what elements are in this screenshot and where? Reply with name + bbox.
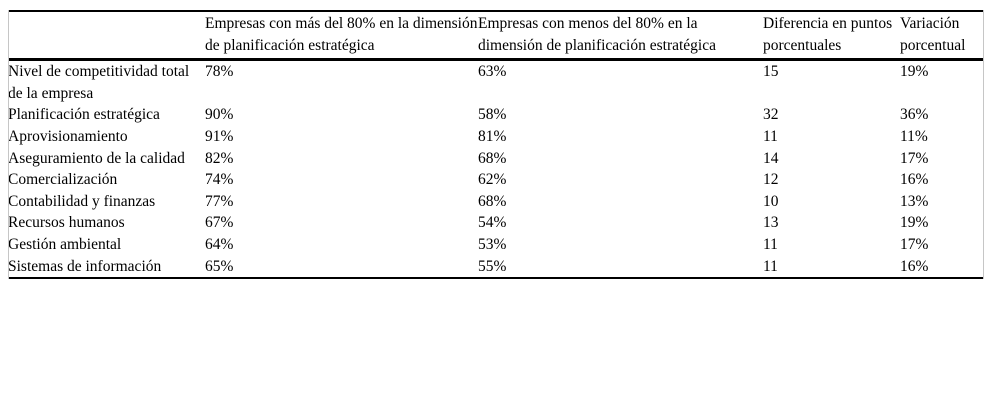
cell-variacion: 11%: [900, 127, 928, 145]
cell-mas-80: 90%: [205, 106, 234, 124]
cell-diferencia: 11: [763, 257, 778, 275]
column-header-empty: [8, 11, 205, 62]
cell-menos-80: 68%: [478, 192, 507, 210]
cell-variacion: 36%: [900, 106, 929, 124]
column-header-diferencia: Diferencia en puntos porcentuales: [763, 11, 900, 62]
cell-variacion: 16%: [900, 257, 929, 275]
cell-diferencia: 11: [763, 127, 778, 145]
cell-mas-80: 78%: [205, 63, 234, 81]
cell-diferencia: 12: [763, 171, 779, 189]
cell-mas-80: 74%: [205, 171, 234, 189]
cell-mas-80: 82%: [205, 149, 234, 167]
cell-menos-80: 68%: [478, 149, 507, 167]
row-label: Comercialización: [8, 171, 118, 189]
table-row: Contabilidad y finanzas 77% 68% 10 13%: [8, 191, 984, 213]
table-container: Empresas con más del 80% en la dimensión…: [8, 10, 984, 280]
table-row: Aseguramiento de la calidad 82% 68% 14 1…: [8, 148, 984, 170]
cell-mas-80: 91%: [205, 127, 234, 145]
cell-diferencia: 32: [763, 106, 779, 124]
cell-diferencia: 15: [763, 63, 779, 81]
table-row: Gestión ambiental 64% 53% 11 17%: [8, 234, 984, 256]
cell-menos-80: 54%: [478, 214, 507, 232]
comparison-table: Empresas con más del 80% en la dimensión…: [8, 10, 984, 280]
row-label: Gestión ambiental: [8, 235, 122, 253]
cell-mas-80: 67%: [205, 214, 234, 232]
table-right-edge-line: [983, 10, 984, 280]
row-label: Aprovisionamiento: [8, 127, 128, 145]
header-row: Empresas con más del 80% en la dimensión…: [8, 11, 984, 62]
table-left-edge-line: [8, 10, 9, 280]
cell-variacion: 16%: [900, 171, 929, 189]
cell-mas-80: 77%: [205, 192, 234, 210]
row-label: Sistemas de información: [8, 257, 162, 275]
column-header-mas-80: Empresas con más del 80% en la dimensión…: [205, 11, 478, 62]
cell-variacion: 13%: [900, 192, 929, 210]
row-label: Contabilidad y finanzas: [8, 192, 156, 210]
column-header-variacion: Variación porcentual: [900, 11, 984, 62]
cell-diferencia: 13: [763, 214, 779, 232]
column-header-menos-80: Empresas con menos del 80% en la dimensi…: [478, 11, 763, 62]
cell-menos-80: 53%: [478, 235, 507, 253]
row-label: Nivel de competitividad total de la empr…: [8, 63, 190, 102]
table-row: Nivel de competitividad total de la empr…: [8, 60, 984, 105]
table-row: Comercialización 74% 62% 12 16%: [8, 169, 984, 191]
row-label: Recursos humanos: [8, 214, 125, 232]
table-row: Planificación estratégica 90% 58% 32 36%: [8, 104, 984, 126]
cell-menos-80: 63%: [478, 63, 507, 81]
cell-menos-80: 58%: [478, 106, 507, 124]
table-row: Sistemas de información 65% 55% 11 16%: [8, 256, 984, 279]
cell-menos-80: 55%: [478, 257, 507, 275]
cell-mas-80: 65%: [205, 257, 234, 275]
cell-menos-80: 62%: [478, 171, 507, 189]
cell-variacion: 17%: [900, 235, 929, 253]
table-row: Aprovisionamiento 91% 81% 11 11%: [8, 126, 984, 148]
cell-diferencia: 14: [763, 149, 779, 167]
row-label: Aseguramiento de la calidad: [8, 149, 185, 167]
cell-variacion: 19%: [900, 214, 929, 232]
cell-diferencia: 11: [763, 235, 778, 253]
cell-menos-80: 81%: [478, 127, 507, 145]
cell-mas-80: 64%: [205, 235, 234, 253]
table-row: Recursos humanos 67% 54% 13 19%: [8, 212, 984, 234]
cell-variacion: 17%: [900, 149, 929, 167]
cell-variacion: 19%: [900, 63, 929, 81]
cell-diferencia: 10: [763, 192, 779, 210]
row-label: Planificación estratégica: [8, 106, 160, 124]
